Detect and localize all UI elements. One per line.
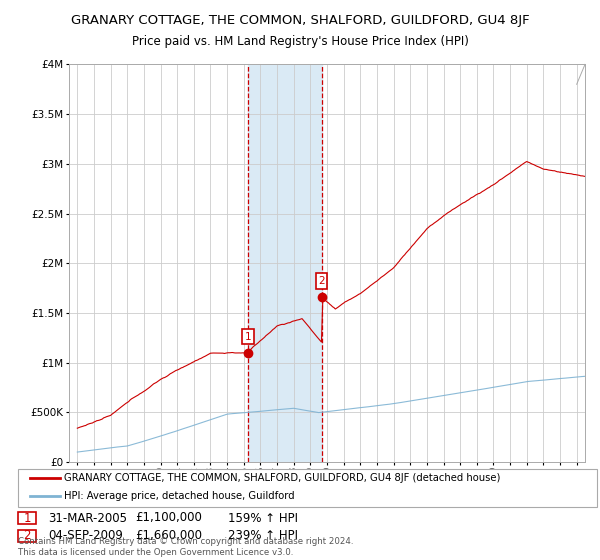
Text: 2: 2 bbox=[318, 276, 325, 286]
Text: 159% ↑ HPI: 159% ↑ HPI bbox=[228, 511, 298, 525]
Text: GRANARY COTTAGE, THE COMMON, SHALFORD, GUILDFORD, GU4 8JF: GRANARY COTTAGE, THE COMMON, SHALFORD, G… bbox=[71, 14, 529, 27]
Text: 04-SEP-2009: 04-SEP-2009 bbox=[48, 529, 123, 543]
Text: 239% ↑ HPI: 239% ↑ HPI bbox=[228, 529, 298, 543]
Bar bbox=[248, 64, 322, 462]
Text: £1,100,000: £1,100,000 bbox=[135, 511, 202, 525]
Text: GRANARY COTTAGE, THE COMMON, SHALFORD, GUILDFORD, GU4 8JF (detached house): GRANARY COTTAGE, THE COMMON, SHALFORD, G… bbox=[64, 473, 500, 483]
Text: 2: 2 bbox=[23, 529, 31, 543]
Text: 31-MAR-2005: 31-MAR-2005 bbox=[48, 511, 127, 525]
Text: 1: 1 bbox=[23, 511, 31, 525]
Text: HPI: Average price, detached house, Guildford: HPI: Average price, detached house, Guil… bbox=[64, 491, 295, 501]
Text: 1: 1 bbox=[245, 332, 251, 342]
Text: £1,660,000: £1,660,000 bbox=[135, 529, 202, 543]
Text: Contains HM Land Registry data © Crown copyright and database right 2024.
This d: Contains HM Land Registry data © Crown c… bbox=[18, 537, 353, 557]
Text: Price paid vs. HM Land Registry's House Price Index (HPI): Price paid vs. HM Land Registry's House … bbox=[131, 35, 469, 48]
